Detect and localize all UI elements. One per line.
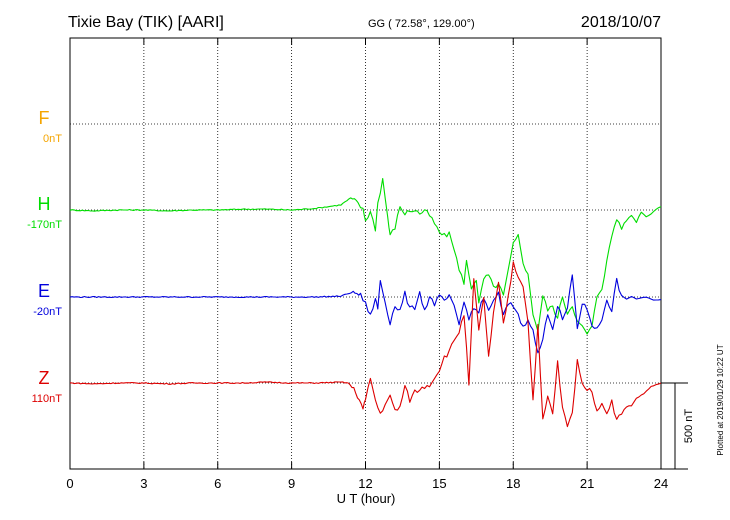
station-title: Tixie Bay (TIK) [AARI] bbox=[68, 14, 224, 31]
plot-date: 2018/10/07 bbox=[581, 14, 661, 31]
baseline-label-f: 0nT bbox=[43, 133, 62, 145]
component-label-f: F bbox=[39, 108, 50, 128]
scale-bar-label: 500 nT bbox=[683, 409, 695, 444]
baseline-label-z: 110nT bbox=[32, 393, 63, 405]
baseline-label-h: -170nT bbox=[27, 219, 62, 231]
component-label-z: Z bbox=[39, 368, 50, 388]
x-tick-label: 24 bbox=[654, 476, 668, 491]
component-label-h: H bbox=[38, 194, 51, 214]
component-label-e: E bbox=[38, 281, 50, 301]
series-line-h bbox=[69, 177, 662, 335]
x-tick-label: 12 bbox=[358, 476, 372, 491]
x-tick-label: 18 bbox=[506, 476, 520, 491]
x-axis-label: U T (hour) bbox=[337, 491, 396, 506]
scale-bar bbox=[661, 382, 688, 470]
plotted-note: Plotted at 2019/01/29 10:22 UT bbox=[716, 344, 725, 455]
x-tick-label: 0 bbox=[66, 476, 73, 491]
series-line-e bbox=[69, 274, 662, 354]
grid-lines bbox=[70, 38, 661, 469]
series-line-z bbox=[70, 261, 662, 428]
x-tick-label: 3 bbox=[140, 476, 147, 491]
x-tick-label: 21 bbox=[580, 476, 594, 491]
x-tick-label: 15 bbox=[432, 476, 446, 491]
x-axis-ticks: 0 3 6 9 12 15 18 21 24 bbox=[66, 38, 668, 491]
x-tick-label: 9 bbox=[288, 476, 295, 491]
x-tick-label: 6 bbox=[214, 476, 221, 491]
station-coordinates: GG ( 72.58°, 129.00°) bbox=[368, 18, 475, 30]
series-layer bbox=[69, 177, 662, 428]
baseline-label-e: -20nT bbox=[33, 306, 62, 318]
